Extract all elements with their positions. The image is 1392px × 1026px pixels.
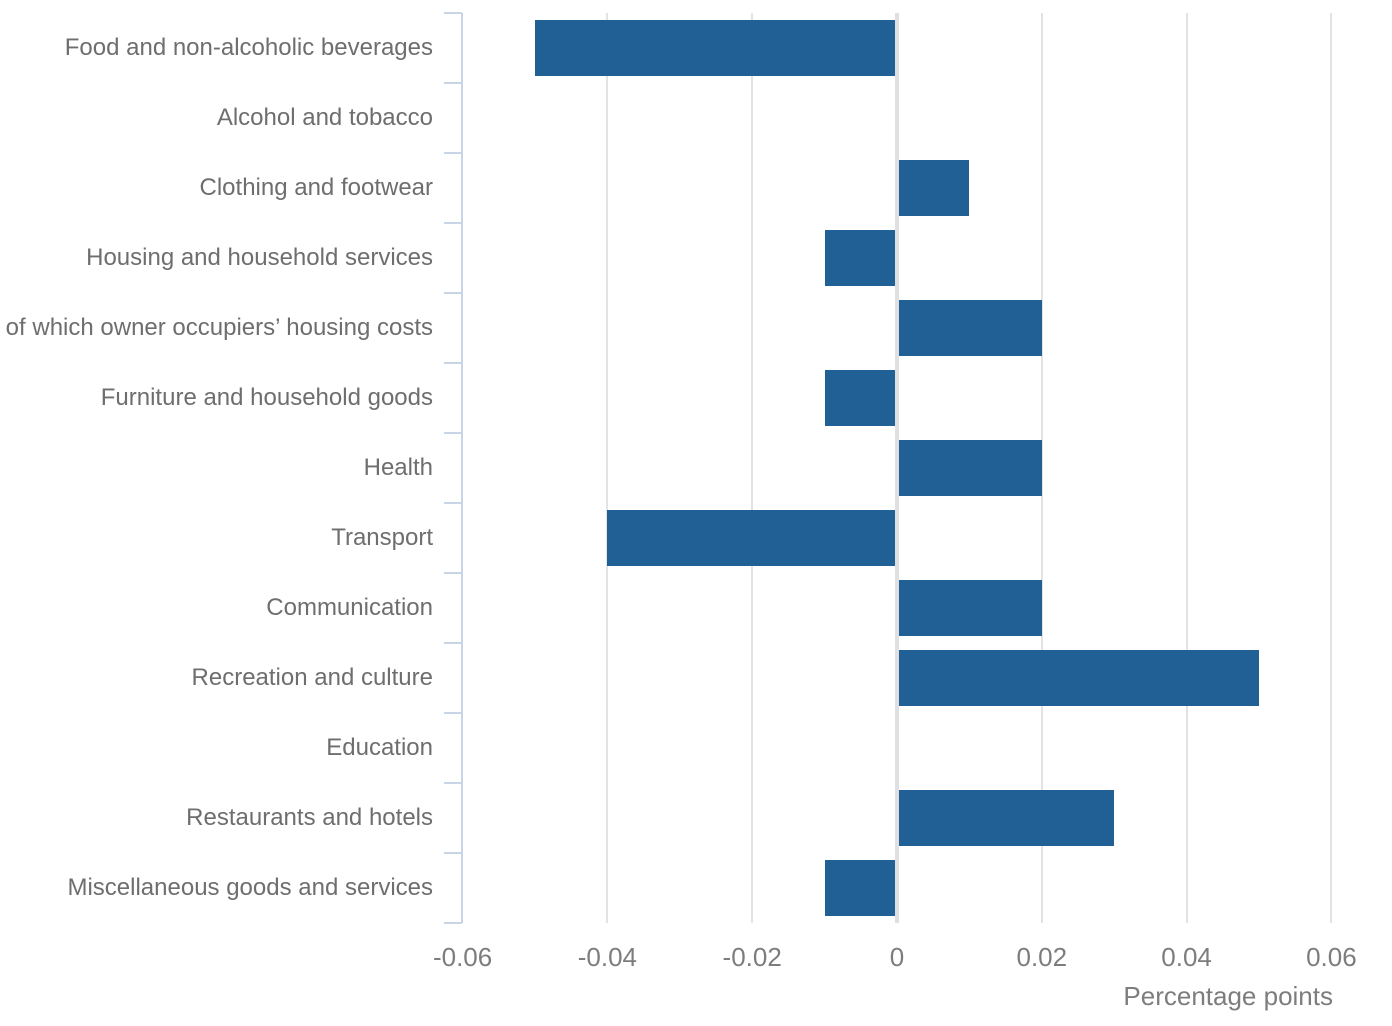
y-axis-tick — [444, 642, 462, 644]
y-axis-tick — [444, 432, 462, 434]
y-axis-tick — [444, 12, 462, 14]
bar — [824, 860, 897, 916]
bar — [897, 790, 1115, 846]
category-label: Food and non-alcoholic beverages — [64, 33, 433, 61]
bar — [897, 440, 1042, 496]
y-axis-tick — [444, 712, 462, 714]
bar — [824, 230, 897, 286]
x-tick-label: 0.06 — [1306, 942, 1357, 972]
gridline — [1040, 13, 1043, 923]
bar — [897, 650, 1259, 706]
y-axis-tick — [444, 572, 462, 574]
x-tick-label: 0 — [889, 942, 905, 972]
y-axis-tick — [444, 82, 462, 84]
category-label: of which owner occupiers’ housing costs — [5, 313, 433, 341]
category-label: Housing and household services — [86, 243, 433, 271]
y-axis-tick — [444, 782, 462, 784]
bar — [897, 300, 1042, 356]
y-axis-tick — [444, 502, 462, 504]
y-axis-tick — [444, 362, 462, 364]
category-label: Miscellaneous goods and services — [67, 873, 433, 901]
x-tick-label: 0.02 — [1016, 942, 1068, 972]
gridline — [1185, 13, 1188, 923]
y-axis-tick — [444, 152, 462, 154]
gridline — [606, 13, 609, 923]
x-tick-label: 0.04 — [1161, 942, 1212, 972]
bar — [897, 580, 1042, 636]
gridline — [751, 13, 754, 923]
y-axis-tick — [444, 922, 462, 924]
category-label: Recreation and culture — [191, 663, 433, 691]
category-label: Clothing and footwear — [199, 173, 433, 201]
y-axis-tick — [444, 292, 462, 294]
bar — [607, 510, 897, 566]
x-axis-title: Percentage points — [1123, 981, 1333, 1011]
y-axis-line — [461, 13, 463, 923]
x-tick-label: -0.04 — [577, 942, 638, 972]
category-label: Education — [326, 733, 433, 761]
category-label: Communication — [266, 593, 433, 621]
x-tick-label: -0.02 — [722, 942, 782, 972]
category-label: Restaurants and hotels — [186, 803, 433, 831]
category-label: Alcohol and tobacco — [216, 103, 433, 131]
zero-gridline — [895, 13, 899, 923]
bar — [897, 160, 970, 216]
bar — [535, 20, 897, 76]
bar — [824, 370, 897, 426]
category-label: Transport — [331, 523, 433, 551]
gridline — [1330, 13, 1333, 923]
x-tick-label: -0.06 — [432, 942, 493, 972]
category-label: Furniture and household goods — [100, 383, 433, 411]
category-label: Health — [363, 453, 433, 481]
y-axis-tick — [444, 852, 462, 854]
y-axis-tick — [444, 222, 462, 224]
